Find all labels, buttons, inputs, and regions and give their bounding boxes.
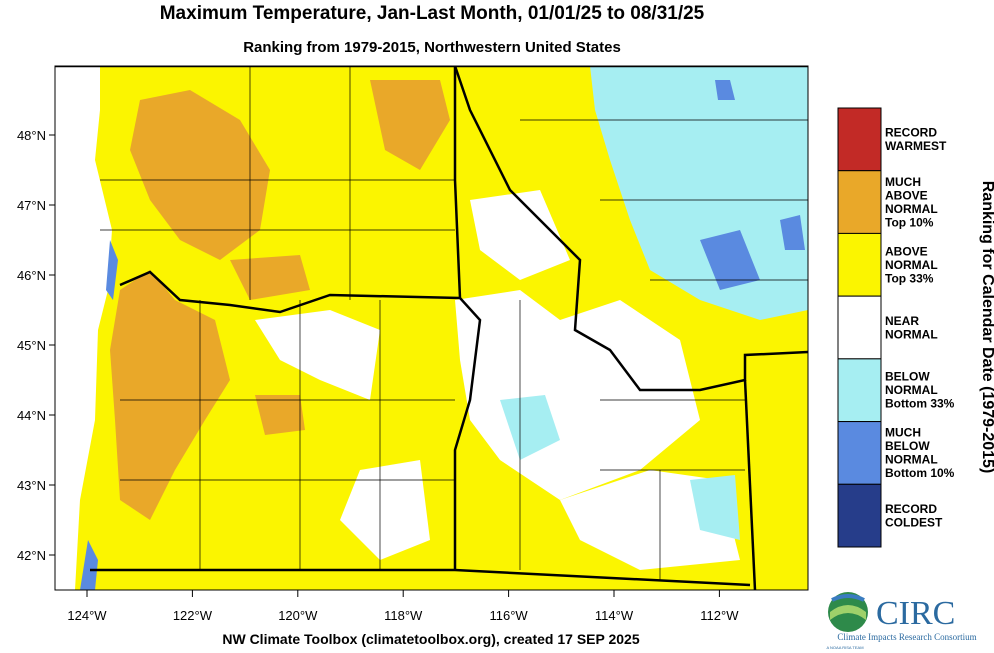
lat-tick-label: 46°N bbox=[17, 268, 46, 283]
lat-tick-label: 48°N bbox=[17, 128, 46, 143]
legend-label: MUCH bbox=[885, 426, 921, 440]
lon-tick-label: 114°W bbox=[595, 608, 634, 623]
legend-label: NORMAL bbox=[885, 383, 938, 397]
legend-label: Bottom 10% bbox=[885, 466, 955, 480]
lon-tick-label: 116°W bbox=[489, 608, 528, 623]
legend-title: Ranking for Calendar Date (1979-2015) bbox=[979, 181, 994, 474]
legend-label: MUCH bbox=[885, 175, 921, 189]
legend-label: NEAR bbox=[885, 314, 919, 328]
legend-label: BELOW bbox=[885, 370, 930, 384]
lat-tick-label: 45°N bbox=[17, 338, 46, 353]
legend-label: NORMAL bbox=[885, 453, 938, 467]
logo-name: CIRC bbox=[876, 595, 955, 632]
legend-label: NORMAL bbox=[885, 258, 938, 272]
lon-tick-label: 124°W bbox=[67, 608, 107, 623]
legend-swatch bbox=[837, 107, 882, 172]
title: Maximum Temperature, Jan-Last Month, 01/… bbox=[160, 3, 705, 24]
lat-tick-label: 43°N bbox=[17, 478, 46, 493]
legend-swatch bbox=[837, 358, 882, 423]
subtitle: Ranking from 1979-2015, Northwestern Uni… bbox=[243, 39, 621, 56]
logo: CIRC Climate Impacts Research Consortium… bbox=[826, 592, 977, 650]
legend-swatch bbox=[837, 170, 882, 234]
legend-swatch bbox=[837, 421, 882, 485]
legend-label: NORMAL bbox=[885, 327, 938, 341]
legend-label: RECORD bbox=[885, 502, 937, 516]
map-frame bbox=[54, 65, 809, 591]
legend-label: Bottom 33% bbox=[885, 397, 955, 411]
legend-label: RECORD bbox=[885, 126, 937, 140]
legend-swatch bbox=[837, 232, 882, 297]
map-area bbox=[55, 66, 808, 590]
legend-label: ABOVE bbox=[885, 188, 928, 202]
legend-label: NORMAL bbox=[885, 202, 938, 216]
lon-tick-label: 122°W bbox=[173, 608, 213, 623]
lat-tick-label: 42°N bbox=[17, 548, 46, 563]
footer-credit: NW Climate Toolbox (climatetoolbox.org),… bbox=[222, 631, 639, 647]
legend-label: Top 33% bbox=[885, 271, 934, 285]
lat-tick-label: 47°N bbox=[17, 198, 46, 213]
lat-tick-label: 44°N bbox=[17, 408, 46, 423]
lon-tick-label: 118°W bbox=[384, 608, 423, 623]
legend-label: BELOW bbox=[885, 439, 930, 453]
lon-tick-label: 120°W bbox=[278, 608, 318, 623]
lon-tick-label: 112°W bbox=[700, 608, 739, 623]
legend-swatch bbox=[837, 483, 882, 548]
legend-label: Top 10% bbox=[885, 215, 934, 229]
logo-full-name: Climate Impacts Research Consortium bbox=[837, 632, 976, 642]
legend-swatch bbox=[837, 295, 882, 360]
logo-tagline: A NOAA RISA TEAM bbox=[826, 645, 863, 650]
legend-label: COLDEST bbox=[885, 515, 943, 529]
legend-label: ABOVE bbox=[885, 244, 928, 258]
legend-label: WARMEST bbox=[885, 139, 947, 153]
